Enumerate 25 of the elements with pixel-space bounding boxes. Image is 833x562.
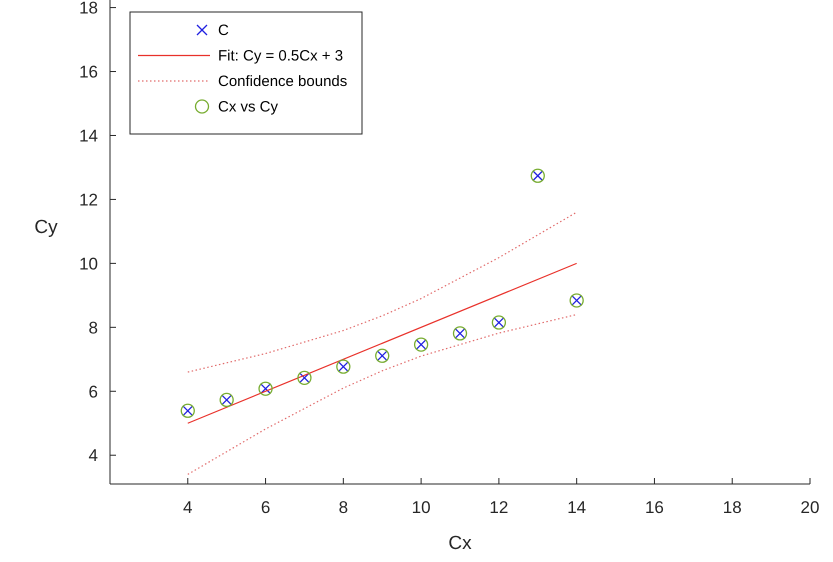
- y-tick-label: 8: [88, 318, 98, 338]
- x-tick-label: 18: [722, 498, 742, 517]
- x-tick-label: 4: [183, 498, 193, 517]
- legend-label: Fit: Cy = 0.5Cx + 3: [218, 48, 344, 64]
- line-series: [187, 314, 578, 476]
- y-tick-label: 14: [79, 126, 98, 146]
- y-tick-label: 6: [88, 382, 98, 402]
- y-tick-label: 18: [79, 0, 98, 18]
- y-tick-label: 10: [79, 254, 98, 274]
- x-tick-label: 14: [567, 498, 586, 517]
- y-axis-title: Cy: [34, 217, 58, 238]
- y-tick-label: 4: [88, 446, 98, 466]
- y-tick-label: 16: [79, 62, 98, 82]
- x-tick-label: 8: [338, 498, 348, 517]
- x-tick-label: 16: [644, 498, 664, 517]
- x-tick-label: 6: [260, 498, 270, 517]
- legend-label: Cx vs Cy: [218, 98, 278, 116]
- x-tick-label: 12: [489, 498, 508, 517]
- x-tick-label: 20: [800, 498, 820, 517]
- x-axis-title: Cx: [448, 533, 472, 554]
- legend-label: C: [218, 22, 229, 39]
- line-series: [187, 212, 578, 373]
- y-tick-label: 12: [79, 190, 98, 210]
- x-tick-label: 10: [412, 498, 431, 517]
- legend-label: Confidence bounds: [218, 73, 348, 90]
